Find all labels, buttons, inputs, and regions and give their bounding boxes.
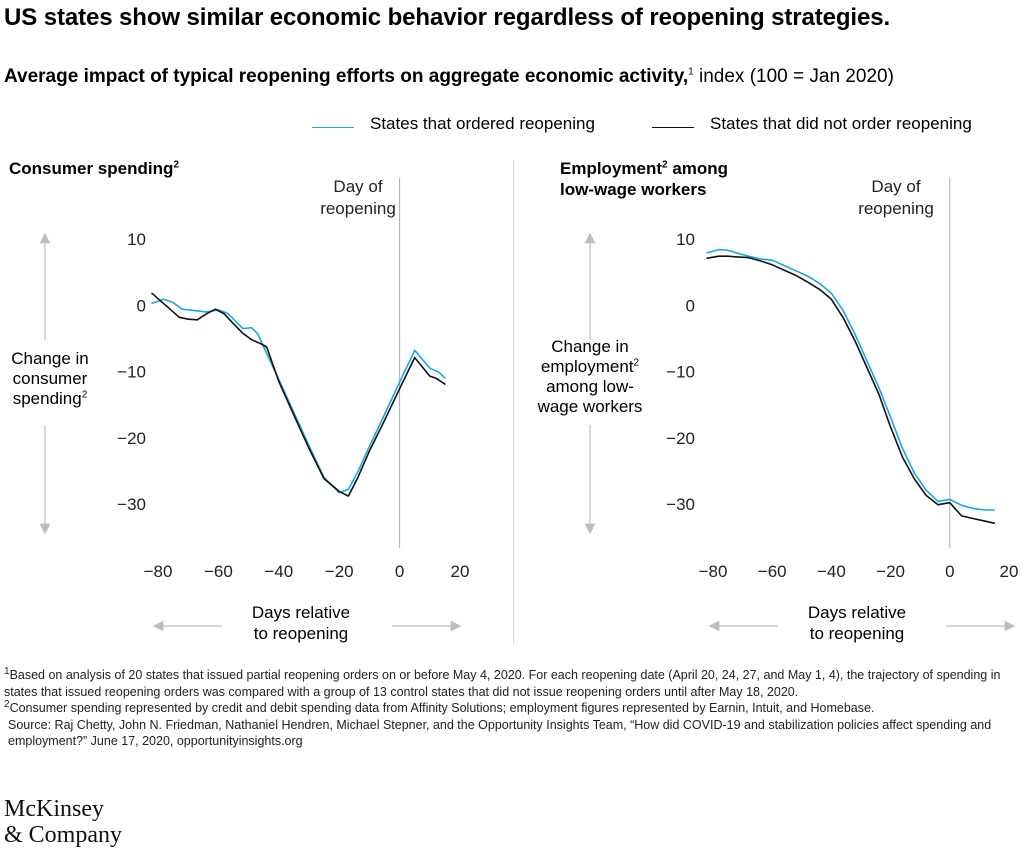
y-tick-label: −20 <box>666 429 695 448</box>
subtitle-bold: Average impact of typical reopening effo… <box>4 66 689 87</box>
series-line-not-ordered <box>151 292 446 497</box>
chart-panel-2: 10 0 −10 −20 −30 −80 −60 −40 −20 0 20 <box>584 178 1019 632</box>
footnote-1: 1Based on analysis of 20 states that iss… <box>4 665 1001 699</box>
subtitle-footnote-ref: 1 <box>688 66 694 78</box>
series-line-not-ordered <box>706 255 996 525</box>
reopening-label-right: Day of reopening <box>858 177 934 218</box>
x-tick-label: −40 <box>264 562 293 581</box>
panel-title-employment: Employment2 among low-wage workers <box>560 159 729 199</box>
subtitle-units: index (100 = Jan 2020) <box>693 66 894 87</box>
y-tick-label: 10 <box>676 230 695 249</box>
y-tick-label: −20 <box>117 429 146 448</box>
x-tick-label: −80 <box>144 562 173 581</box>
series-line-ordered <box>706 248 996 511</box>
footnotes: 1Based on analysis of 20 states that iss… <box>4 665 1020 750</box>
legend-label-not-ordered: States that did not order reopening <box>710 114 972 133</box>
footnote-2: 2Consumer spending represented by credit… <box>4 698 875 715</box>
panel-title-consumer-spending: Consumer spending2 <box>9 159 179 178</box>
y-tick-label: −30 <box>117 495 146 514</box>
y-tick-label: 0 <box>137 296 146 315</box>
y-tick-label: 0 <box>686 296 695 315</box>
x-tick-label: −40 <box>817 562 846 581</box>
x-tick-label: −20 <box>325 562 354 581</box>
y-tick-label: 10 <box>127 230 146 249</box>
panel-divider <box>513 160 514 644</box>
x-tick-label: 20 <box>1000 562 1019 581</box>
y-tick-label: −10 <box>117 363 146 382</box>
x-tick-label: −60 <box>204 562 233 581</box>
chart-subtitle: Average impact of typical reopening effo… <box>4 66 894 88</box>
x-tick-label: −20 <box>876 562 905 581</box>
source-note: Source: Raj Chetty, John N. Friedman, Na… <box>8 717 992 749</box>
x-axis-title-left: Days relative to reopening <box>251 603 351 643</box>
series-line-ordered <box>151 298 446 494</box>
y-tick-label: −10 <box>666 363 695 382</box>
legend-label-ordered: States that ordered reopening <box>370 114 595 133</box>
y-axis-title-left: Change in consumer spending2 <box>11 349 89 408</box>
mckinsey-logo: McKinsey & Company <box>4 796 122 848</box>
x-tick-label: −80 <box>699 562 728 581</box>
x-tick-label: 20 <box>451 562 470 581</box>
x-tick-label: −60 <box>758 562 787 581</box>
chart-title: US states show similar economic behavior… <box>4 4 891 31</box>
legend: States that ordered reopening States tha… <box>312 114 1012 140</box>
x-axis-title-right: Days relative to reopening <box>807 603 907 643</box>
legend-swatch-not-ordered <box>652 127 694 128</box>
y-axis-title-right: Change in employment2 among low- wage wo… <box>537 337 643 416</box>
x-tick-label: 0 <box>395 562 404 581</box>
y-tick-label: −30 <box>666 495 695 514</box>
chart-panel-1: 10 0 −10 −20 −30 −80 −60 −40 −20 0 20 <box>39 178 470 632</box>
reopening-label-left: Day of reopening <box>320 177 396 218</box>
legend-swatch-ordered <box>312 127 354 128</box>
x-tick-label: 0 <box>945 562 954 581</box>
